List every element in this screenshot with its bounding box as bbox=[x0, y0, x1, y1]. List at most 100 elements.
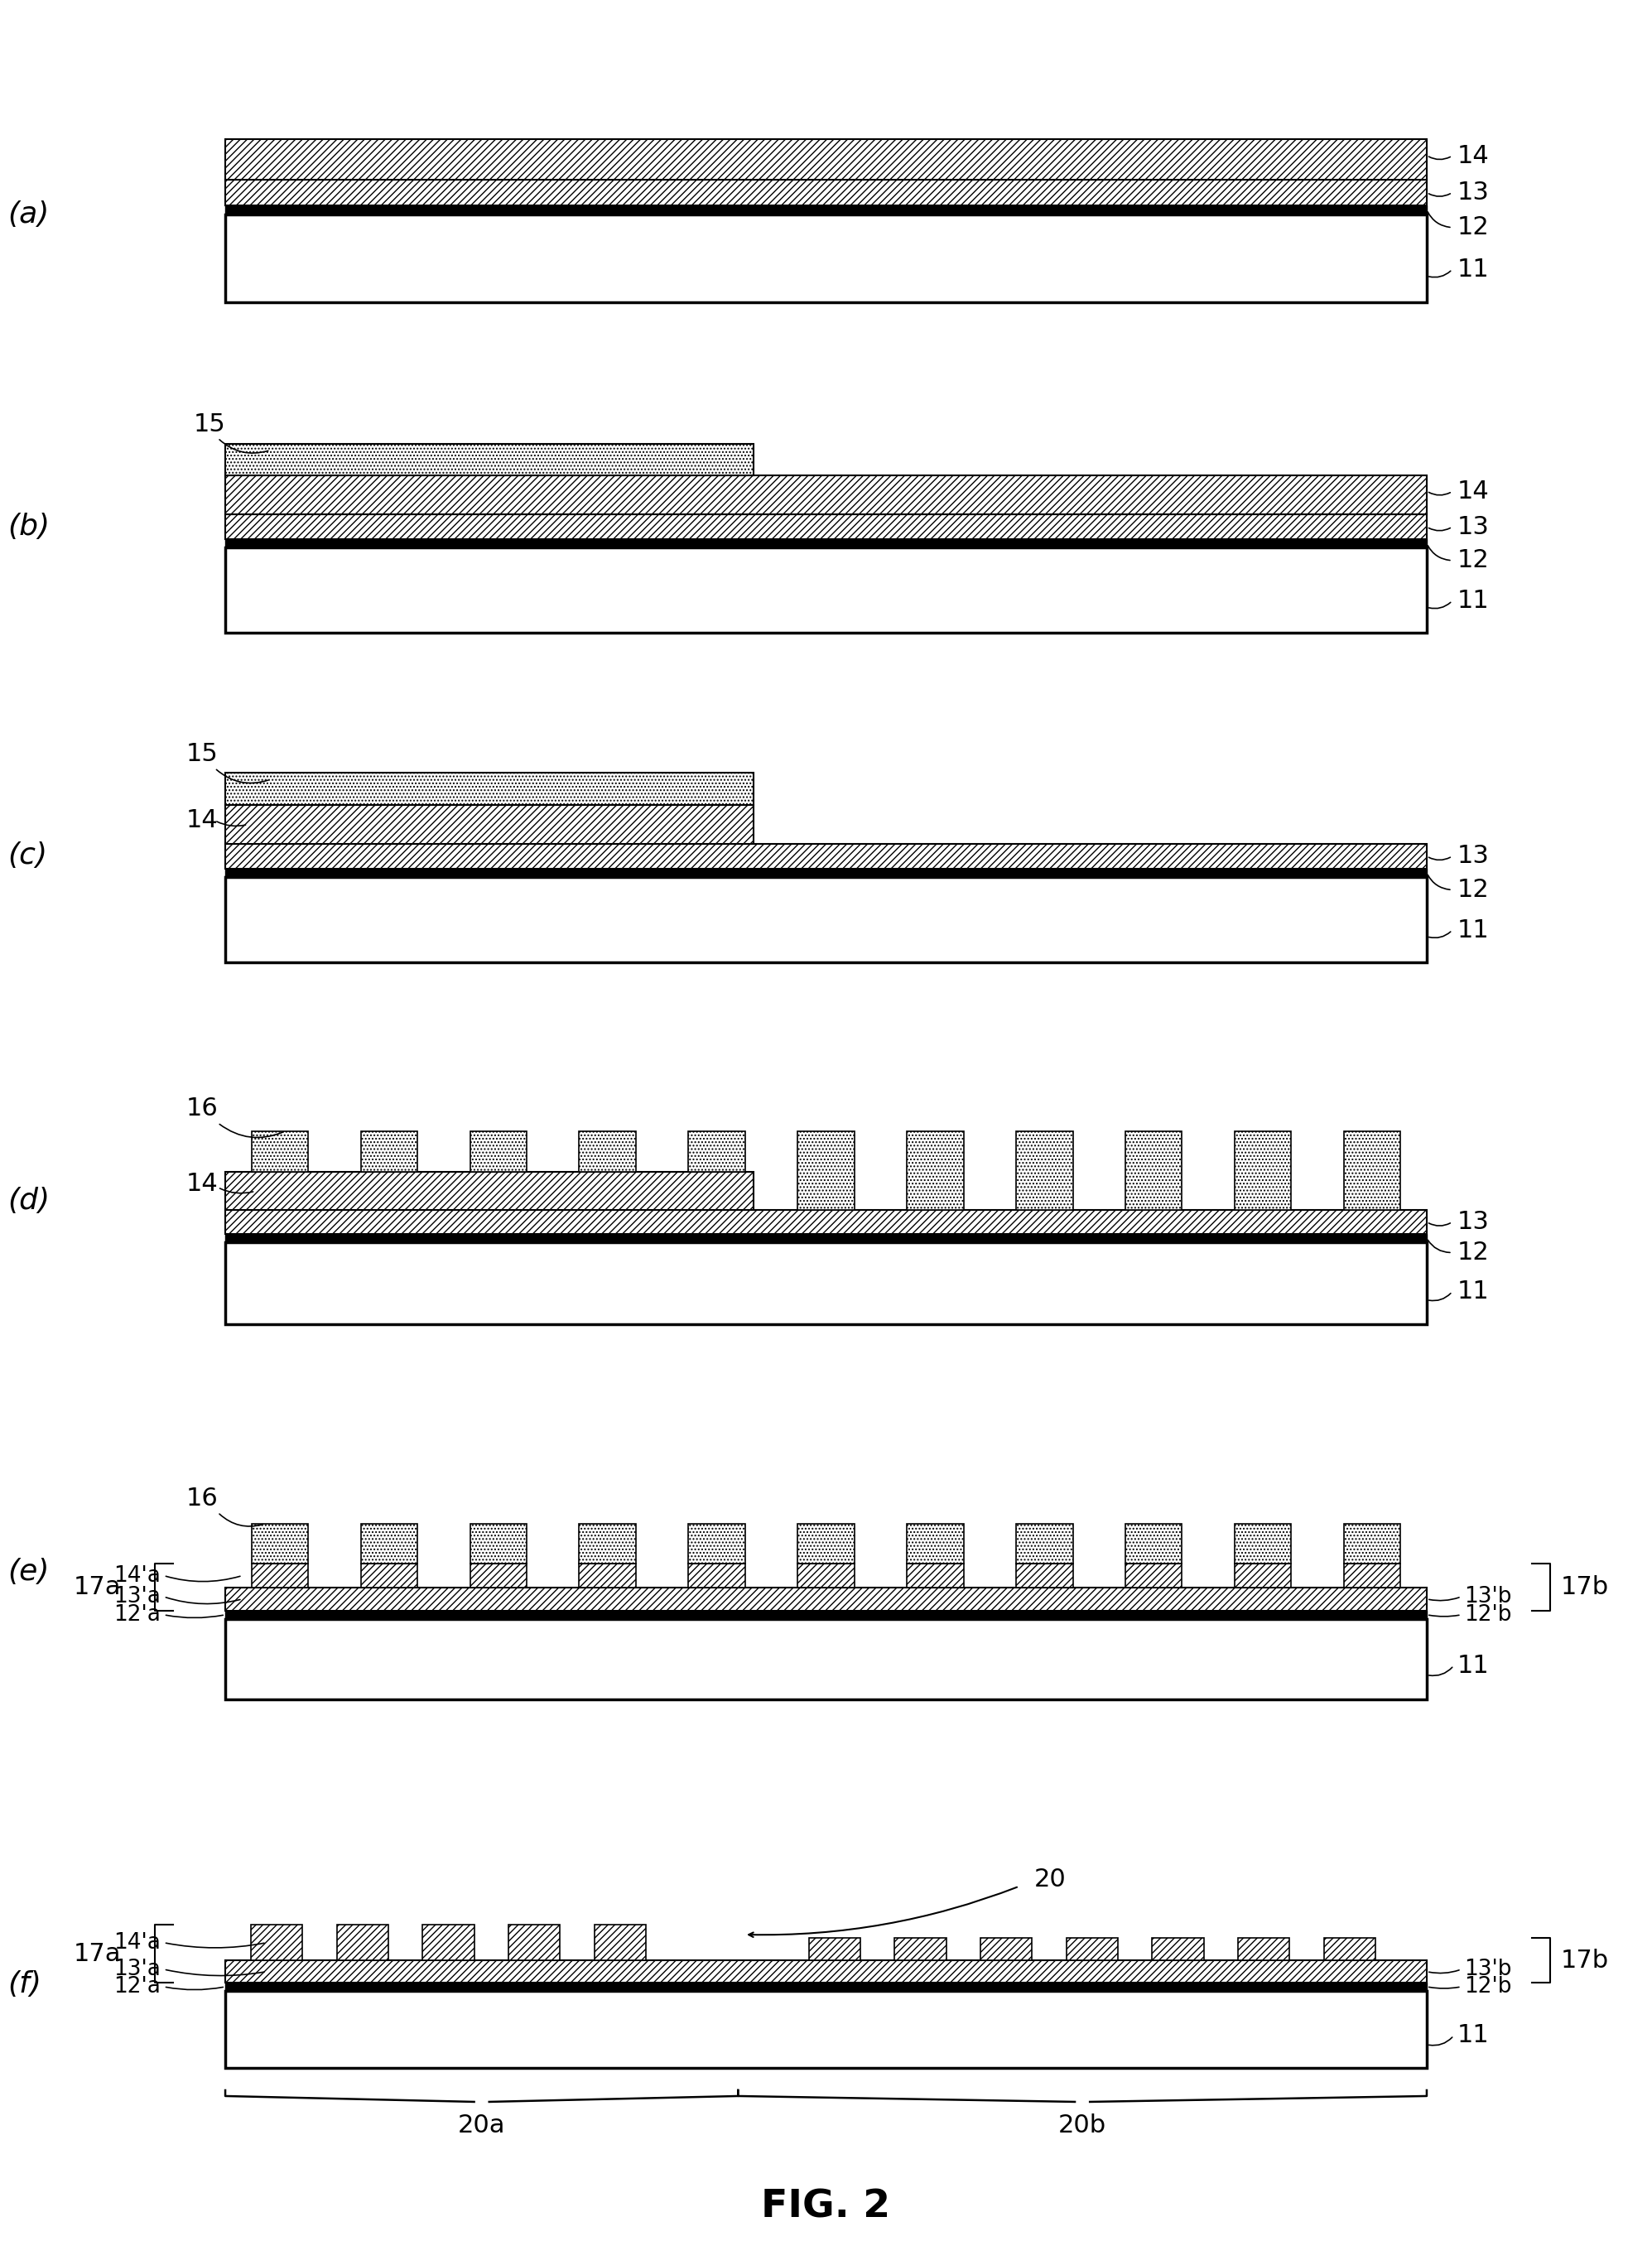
Text: 14: 14 bbox=[185, 809, 218, 831]
Text: (b): (b) bbox=[8, 513, 50, 540]
Bar bbox=[225, 1983, 1427, 1990]
Bar bbox=[1151, 1938, 1204, 1961]
Bar bbox=[225, 475, 1427, 515]
Bar bbox=[225, 876, 1427, 961]
Bar bbox=[251, 1132, 309, 1172]
Bar bbox=[798, 1524, 854, 1564]
Bar bbox=[689, 1132, 745, 1172]
Text: 11: 11 bbox=[1457, 2024, 1488, 2048]
Text: (d): (d) bbox=[8, 1188, 50, 1215]
Bar bbox=[360, 1524, 418, 1564]
Text: 12'b: 12'b bbox=[1464, 1605, 1512, 1625]
Text: 11: 11 bbox=[1457, 589, 1488, 612]
Bar bbox=[225, 540, 1427, 547]
Bar bbox=[360, 1564, 418, 1587]
Bar bbox=[469, 1132, 527, 1172]
Text: 13: 13 bbox=[1457, 515, 1488, 538]
Bar bbox=[981, 1938, 1032, 1961]
Bar bbox=[225, 547, 1427, 632]
Bar bbox=[689, 1564, 745, 1587]
Bar bbox=[1125, 1524, 1183, 1564]
Text: 17a: 17a bbox=[74, 1575, 122, 1600]
Bar bbox=[1016, 1524, 1072, 1564]
Bar bbox=[580, 1524, 636, 1564]
Text: 13'a: 13'a bbox=[114, 1587, 160, 1607]
Bar bbox=[225, 1618, 1427, 1699]
Text: 15: 15 bbox=[185, 742, 218, 766]
Bar bbox=[225, 1235, 1427, 1242]
Bar bbox=[1343, 1132, 1401, 1210]
Text: 12'b: 12'b bbox=[1464, 1977, 1512, 1997]
Bar bbox=[251, 1925, 302, 1961]
Text: (c): (c) bbox=[8, 843, 48, 870]
Bar bbox=[225, 1961, 1427, 1983]
Bar bbox=[1125, 1564, 1183, 1587]
Bar bbox=[595, 1925, 646, 1961]
Text: 14: 14 bbox=[185, 1172, 218, 1197]
Bar bbox=[798, 1132, 854, 1210]
Text: 16: 16 bbox=[185, 1486, 218, 1510]
Text: 17b: 17b bbox=[1561, 1575, 1609, 1600]
Text: (e): (e) bbox=[8, 1557, 50, 1587]
Text: 17a: 17a bbox=[74, 1943, 122, 1965]
Text: 12'a: 12'a bbox=[114, 1977, 160, 1997]
Bar bbox=[907, 1132, 963, 1210]
Text: 13: 13 bbox=[1457, 182, 1488, 204]
Bar bbox=[907, 1524, 963, 1564]
Bar bbox=[1016, 1132, 1072, 1210]
Bar bbox=[1343, 1564, 1401, 1587]
Text: 20b: 20b bbox=[1059, 2113, 1107, 2138]
Bar bbox=[225, 515, 1427, 540]
Bar bbox=[337, 1925, 388, 1961]
Bar bbox=[225, 179, 1427, 206]
Text: 13: 13 bbox=[1457, 1210, 1488, 1235]
Text: 13'b: 13'b bbox=[1464, 1587, 1512, 1607]
Text: 11: 11 bbox=[1457, 258, 1488, 282]
Bar bbox=[509, 1925, 560, 1961]
Bar bbox=[225, 773, 753, 805]
Bar bbox=[225, 870, 1427, 876]
Bar bbox=[225, 444, 753, 475]
Text: 14: 14 bbox=[1457, 480, 1488, 504]
Text: 13'a: 13'a bbox=[114, 1959, 160, 1981]
Bar bbox=[225, 1587, 1427, 1611]
Bar bbox=[1234, 1132, 1292, 1210]
Text: 13: 13 bbox=[1457, 845, 1488, 867]
Bar bbox=[1016, 1564, 1072, 1587]
Text: 11: 11 bbox=[1457, 919, 1488, 941]
Text: 15: 15 bbox=[193, 412, 225, 437]
Bar bbox=[469, 1524, 527, 1564]
Bar bbox=[225, 1210, 1427, 1235]
Text: 14'a: 14'a bbox=[114, 1564, 160, 1587]
Text: 13'b: 13'b bbox=[1464, 1959, 1512, 1981]
Bar bbox=[580, 1132, 636, 1172]
Text: 14: 14 bbox=[1457, 143, 1488, 168]
Text: 16: 16 bbox=[185, 1096, 218, 1120]
Text: (a): (a) bbox=[8, 199, 50, 229]
Text: 17b: 17b bbox=[1561, 1947, 1609, 1972]
Bar bbox=[225, 139, 1427, 179]
Text: 12: 12 bbox=[1457, 878, 1488, 901]
Bar bbox=[1343, 1524, 1401, 1564]
Bar bbox=[225, 206, 1427, 215]
Bar bbox=[225, 1611, 1427, 1618]
Text: 11: 11 bbox=[1457, 1280, 1488, 1304]
Bar bbox=[895, 1938, 947, 1961]
Bar bbox=[423, 1925, 474, 1961]
Bar bbox=[580, 1564, 636, 1587]
Text: FIG. 2: FIG. 2 bbox=[762, 2189, 890, 2225]
Text: 12: 12 bbox=[1457, 1242, 1488, 1264]
Text: 20: 20 bbox=[1034, 1869, 1066, 1891]
Bar bbox=[225, 845, 1427, 870]
Bar bbox=[225, 1990, 1427, 2068]
Bar bbox=[689, 1524, 745, 1564]
Bar bbox=[251, 1564, 309, 1587]
Text: 20a: 20a bbox=[458, 2113, 506, 2138]
Text: 12: 12 bbox=[1457, 215, 1488, 240]
Text: 14'a: 14'a bbox=[114, 1932, 160, 1954]
Bar bbox=[1234, 1564, 1292, 1587]
Bar bbox=[225, 1172, 753, 1210]
Bar bbox=[907, 1564, 963, 1587]
Bar bbox=[225, 215, 1427, 303]
Text: (f): (f) bbox=[8, 1970, 41, 1999]
